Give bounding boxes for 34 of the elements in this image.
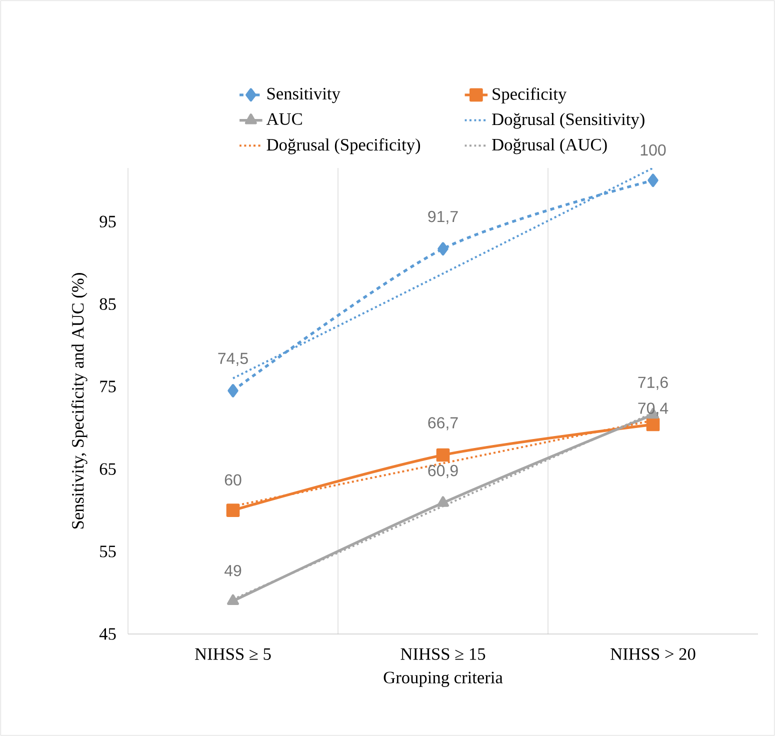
point <box>227 594 239 606</box>
point <box>648 174 658 188</box>
legend-label: Doğrusal (Specificity) <box>266 138 420 154</box>
legend-label: Sensitivity <box>267 88 340 104</box>
point <box>436 448 450 462</box>
y-tick-label: 75 <box>100 380 116 392</box>
point <box>646 418 660 432</box>
data-label: 49 <box>224 564 242 576</box>
point <box>437 496 449 507</box>
data-label: 91,7 <box>428 210 458 224</box>
data-label: 74,5 <box>218 352 248 366</box>
y-tick-label: 95 <box>100 216 116 228</box>
data-label: 66,7 <box>428 417 458 430</box>
data-label: 70,4 <box>638 402 668 416</box>
legend-label: Specificity <box>492 87 567 104</box>
data-label: 100 <box>640 144 666 156</box>
y-tick-label: 65 <box>100 463 116 475</box>
legend-label: Doğrusal (Sensitivity) <box>492 112 644 129</box>
x-axis-title: Grouping criteria <box>384 672 503 687</box>
point <box>226 504 240 517</box>
data-label: 71,6 <box>638 376 668 390</box>
point <box>228 384 238 398</box>
y-tick-label: 45 <box>99 628 116 640</box>
data-label: 60,9 <box>428 464 458 478</box>
point <box>438 242 448 256</box>
y-tick-label: 55 <box>100 546 116 558</box>
x-tick-label: NIHSS ≥ 15 <box>400 648 486 660</box>
y-tick-label: 85 <box>100 298 116 310</box>
data-label: 60 <box>224 474 242 486</box>
legend-label: Doğrusal (AUC) <box>492 138 607 154</box>
legend-label: AUC <box>266 113 302 125</box>
y-axis-title: Sensitivity, Specificity and AUC (%) <box>71 273 88 529</box>
x-tick-label: NIHSS > 20 <box>610 648 696 660</box>
x-tick-label: NIHSS ≥ 5 <box>195 648 271 660</box>
